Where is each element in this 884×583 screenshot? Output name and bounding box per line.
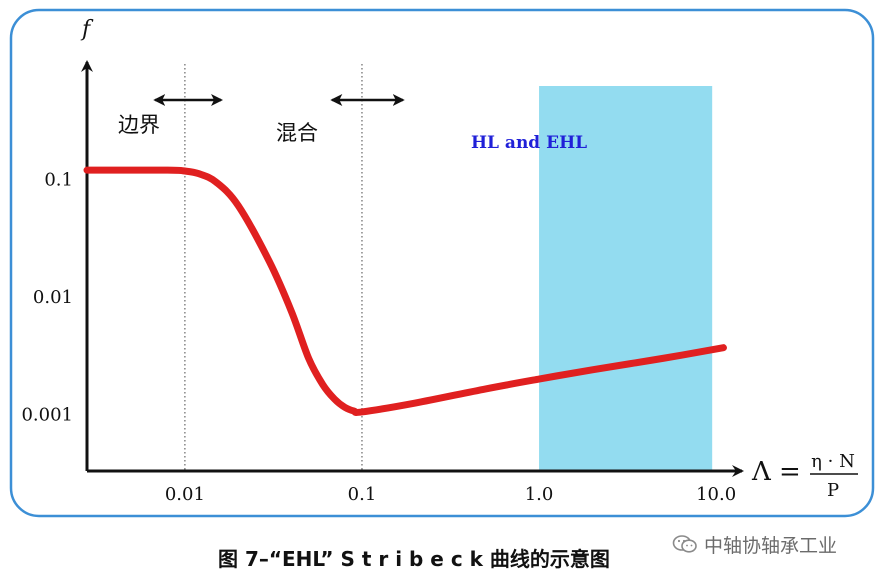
x-axis-label-lambda: Λ = bbox=[751, 457, 801, 487]
region-label-1: 混合 bbox=[276, 121, 318, 145]
region-label-2: HL and EHL bbox=[471, 133, 587, 153]
region-label-0: 边界 bbox=[118, 113, 160, 137]
x-tick-label-3: 10.0 bbox=[696, 484, 736, 505]
x-axis-label-denominator: P bbox=[827, 480, 839, 501]
x-axis-label: Λ = η · N P bbox=[751, 451, 858, 501]
y-tick-label-1: 0.01 bbox=[33, 287, 73, 308]
watermark-text: 中轴协轴承工业 bbox=[704, 534, 838, 557]
x-tick-label-1: 0.1 bbox=[348, 484, 377, 505]
wechat-watermark: 中轴协轴承工业 bbox=[672, 530, 837, 558]
y-tick-label-0: 0.1 bbox=[44, 169, 73, 190]
x-tick-label-2: 1.0 bbox=[525, 484, 554, 505]
hl-ehl-region bbox=[539, 86, 713, 471]
stribeck-curve bbox=[83, 166, 727, 416]
chart-frame bbox=[9, 8, 875, 518]
x-axis-label-numerator: η · N bbox=[811, 451, 855, 472]
x-tick-label-0: 0.01 bbox=[165, 484, 205, 505]
figure-caption: 图 7–“EHL” S t r i b e c k 曲线的示意图 bbox=[218, 547, 610, 571]
wechat-icon bbox=[672, 535, 697, 553]
y-tick-label-2: 0.001 bbox=[21, 404, 73, 425]
caption-area: 图 7–“EHL” S t r i b e c k 曲线的示意图 bbox=[0, 541, 884, 577]
